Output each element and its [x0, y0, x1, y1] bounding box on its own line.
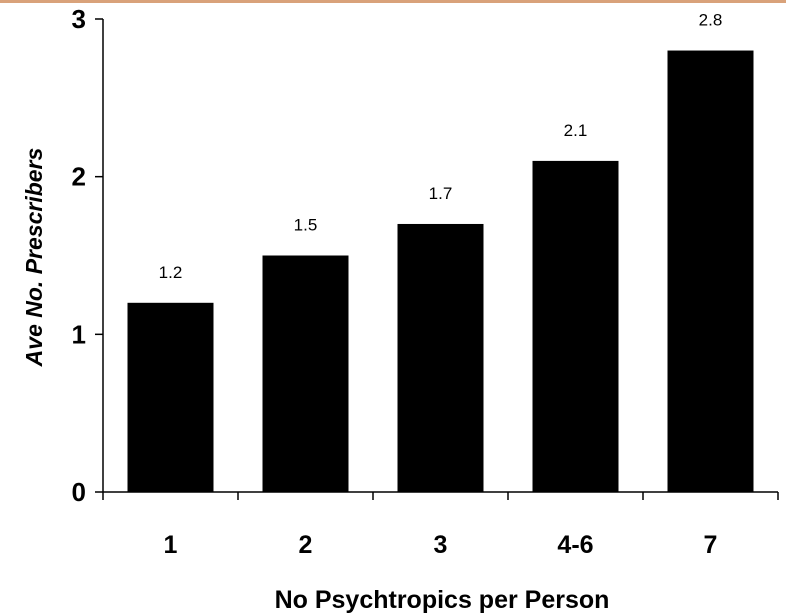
- x-tick-label: 3: [434, 531, 448, 559]
- bar-7: [667, 50, 754, 493]
- bar-1: [127, 302, 214, 492]
- x-tick-label: 2: [299, 531, 313, 559]
- y-tick-label: 0: [72, 477, 86, 507]
- data-label: 1.5: [294, 216, 318, 235]
- y-tick-label: 1: [72, 319, 86, 349]
- data-label: 1.2: [159, 263, 183, 282]
- x-tick-label: 1: [164, 531, 178, 559]
- y-tick-label: 2: [72, 162, 86, 192]
- x-tick-label: 7: [704, 531, 718, 559]
- bar-3: [397, 223, 484, 492]
- plot-area: 0 1 2 3 1.2 1 1.5 2 1.7 3 2.1 4-6 2.8 7: [72, 4, 779, 559]
- data-label: 2.8: [699, 11, 723, 30]
- bar-2: [262, 255, 349, 492]
- y-tick-label: 3: [72, 4, 86, 34]
- x-tick-label: 4-6: [557, 531, 593, 559]
- y-axis-title: Ave No. Prescribers: [21, 148, 47, 368]
- bar-4-6: [532, 160, 619, 492]
- data-label: 2.1: [564, 121, 588, 140]
- data-label: 1.7: [429, 184, 453, 203]
- x-axis-title: No Psychtropics per Person: [275, 586, 610, 614]
